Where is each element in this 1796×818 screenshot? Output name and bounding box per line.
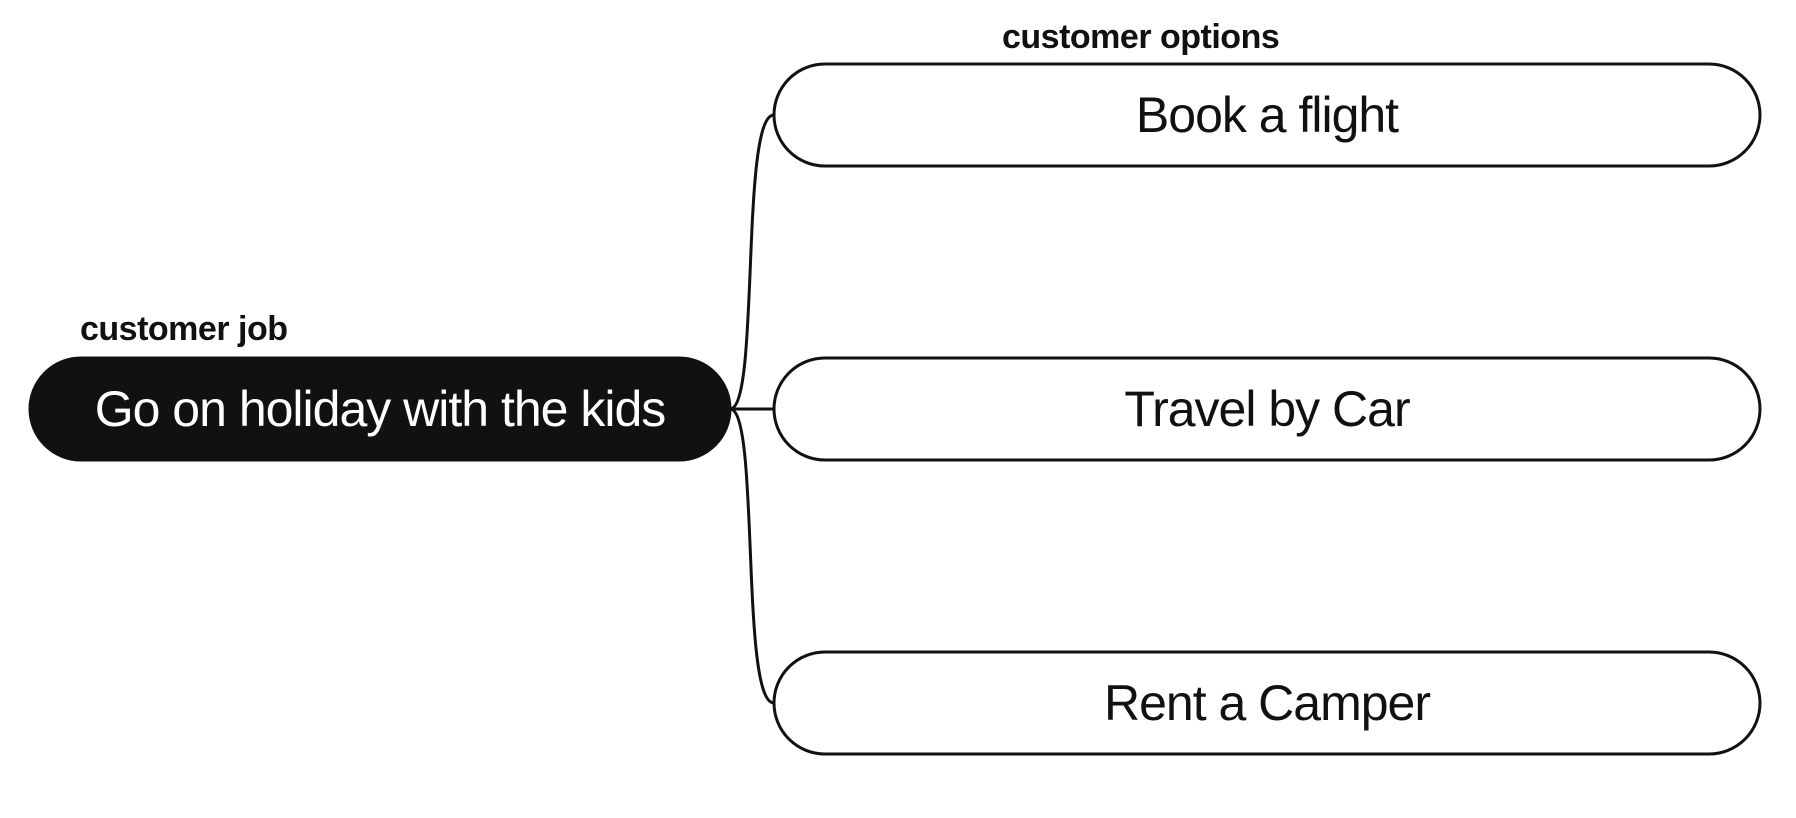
customer-job-heading: customer job: [80, 310, 287, 348]
customer-option-node: Travel by Car: [774, 358, 1760, 460]
edge: [730, 409, 774, 703]
customer-option-node: Rent a Camper: [774, 652, 1760, 754]
edge: [730, 115, 774, 409]
customer-options-heading: customer options: [1002, 18, 1279, 56]
customer-job-node: Go on holiday with the kids: [30, 358, 730, 460]
edges-group: [730, 115, 774, 703]
customer-option-node: Book a flight: [774, 64, 1760, 166]
customer-job-label: Go on holiday with the kids: [95, 381, 666, 437]
customer-options-group: Book a flight Travel by Car Rent a Camper: [774, 64, 1760, 754]
customer-option-label: Book a flight: [1136, 87, 1399, 143]
customer-job-diagram: customer job Go on holiday with the kids…: [0, 0, 1796, 818]
customer-option-label: Travel by Car: [1124, 381, 1410, 437]
customer-option-label: Rent a Camper: [1104, 675, 1430, 731]
